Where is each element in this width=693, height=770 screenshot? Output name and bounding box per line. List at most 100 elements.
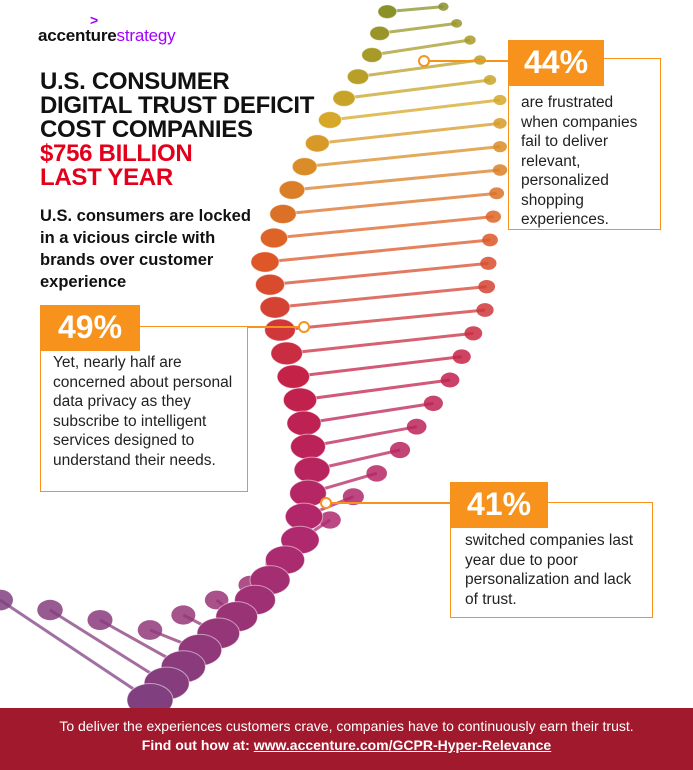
helix-bead [87, 609, 113, 631]
helix-rung [307, 425, 417, 449]
helix-backbone-bead [290, 433, 326, 460]
helix-bead [482, 233, 498, 247]
helix-bead [480, 256, 497, 270]
helix-backbone-bead [254, 273, 286, 296]
connector-49 [248, 326, 302, 328]
stat-text-49: Yet, nearly half are concerned about per… [53, 354, 233, 469]
helix-backbone-bead [361, 47, 383, 63]
footer-link[interactable]: www.accenture.com/GCPR-Hyper-Relevance [253, 737, 552, 753]
helix-rung [274, 285, 487, 309]
dna-helix-illustration [0, 2, 508, 708]
helix-rung [343, 78, 491, 100]
subheadline: U.S. consumers are locked in a vicious c… [40, 207, 251, 291]
logo-mark: > [90, 12, 98, 28]
helix-bead [423, 395, 443, 412]
helix-rung [273, 215, 494, 240]
helix-rung [0, 598, 151, 702]
footer-cta: Find out how at: www.accenture.com/GCPR-… [0, 737, 693, 753]
helix-backbone-bead [269, 203, 297, 225]
headline-line-2: DIGITAL TRUST DEFICIT [40, 92, 315, 119]
helix-bead [319, 511, 341, 529]
helix-bead [493, 94, 507, 106]
helix-backbone-bead [317, 111, 343, 129]
helix-bead [464, 326, 483, 341]
helix-bead [366, 465, 387, 482]
helix-bead [342, 488, 364, 506]
helix-rung [291, 168, 501, 192]
connector-44 [428, 60, 508, 62]
helix-bead [452, 349, 471, 364]
helix-bead [493, 141, 507, 153]
helix-bead [464, 35, 476, 45]
helix-bead [483, 75, 497, 85]
helix-backbone-bead [250, 251, 280, 273]
connector-dot-49 [298, 321, 310, 333]
helix-bead [451, 18, 463, 28]
stat-box-49: Yet, nearly half are concerned about per… [40, 326, 248, 492]
helix-rung [304, 145, 501, 169]
headline: U.S. CONSUMER DIGITAL TRUST DEFICIT COST… [40, 70, 314, 190]
headline-amount: $756 BILLION [40, 140, 193, 167]
headline-line-3: COST COMPANIES [40, 116, 253, 143]
helix-backbone-bead [377, 4, 398, 19]
helix-bead [438, 2, 449, 11]
helix-rung [286, 331, 474, 355]
stat-text-41: switched companies last year due to poor… [465, 532, 633, 608]
logo-strategy: strategy [116, 26, 176, 45]
helix-backbone-bead [276, 364, 311, 389]
helix-rung [303, 401, 434, 425]
helix-rung [329, 98, 501, 122]
helix-bead [478, 279, 496, 294]
footer-message: To deliver the experiences customers cra… [59, 718, 634, 734]
helix-bead [204, 590, 229, 610]
helix-rung [357, 58, 481, 79]
helix-backbone-bead [126, 682, 174, 708]
helix-rung [49, 608, 168, 685]
helix-bead [389, 441, 411, 459]
connector-dot-44 [418, 55, 430, 67]
helix-backbone-bead [278, 180, 306, 200]
helix-bead [493, 117, 507, 129]
helix-bead [485, 210, 502, 223]
stat-badge-44: 44% [508, 40, 604, 86]
helix-backbone-bead [259, 227, 289, 249]
accenture-strategy-logo: > accenturestrategy [38, 12, 176, 46]
helix-rung [264, 238, 491, 264]
stat-badge-49: 49% [40, 305, 140, 351]
helix-backbone-bead [293, 456, 331, 484]
helix-backbone-bead [270, 341, 303, 366]
helix-bead [440, 372, 460, 388]
helix-backbone-bead [332, 89, 356, 107]
helix-backbone-bead [346, 68, 370, 85]
stat-badge-41: 41% [450, 482, 548, 528]
helix-rung [379, 21, 457, 35]
stat-box-44: are frustrated when companies fail to de… [508, 58, 661, 230]
helix-backbone-bead [291, 157, 318, 177]
helix-bead [0, 589, 13, 611]
helix-rung [293, 355, 462, 379]
connector-dot-41 [320, 497, 332, 509]
helix-backbone-bead [282, 387, 318, 413]
footer-banner: To deliver the experiences customers cra… [0, 708, 693, 770]
footer-prefix: Find out how at: [141, 737, 254, 753]
helix-bead [489, 187, 505, 200]
helix-backbone-bead [264, 318, 296, 342]
helix-rung [269, 261, 489, 287]
connector-41 [330, 502, 450, 504]
helix-rung [282, 191, 497, 216]
helix-bead [171, 605, 196, 625]
logo-accenture: accenture [38, 26, 117, 45]
headline-line-5: LAST YEAR [40, 164, 173, 191]
helix-backbone-bead [286, 410, 322, 437]
helix-bead [406, 418, 427, 435]
headline-line-1: U.S. CONSUMER [40, 68, 230, 95]
stat-text-44: are frustrated when companies fail to de… [521, 94, 638, 228]
helix-backbone-bead [304, 134, 330, 153]
helix-bead [37, 599, 63, 621]
helix-rung [299, 378, 451, 402]
helix-rung [371, 38, 471, 57]
helix-bead [137, 620, 163, 640]
helix-backbone-bead [369, 25, 391, 41]
helix-bead [492, 164, 508, 176]
helix-rung [279, 308, 486, 332]
